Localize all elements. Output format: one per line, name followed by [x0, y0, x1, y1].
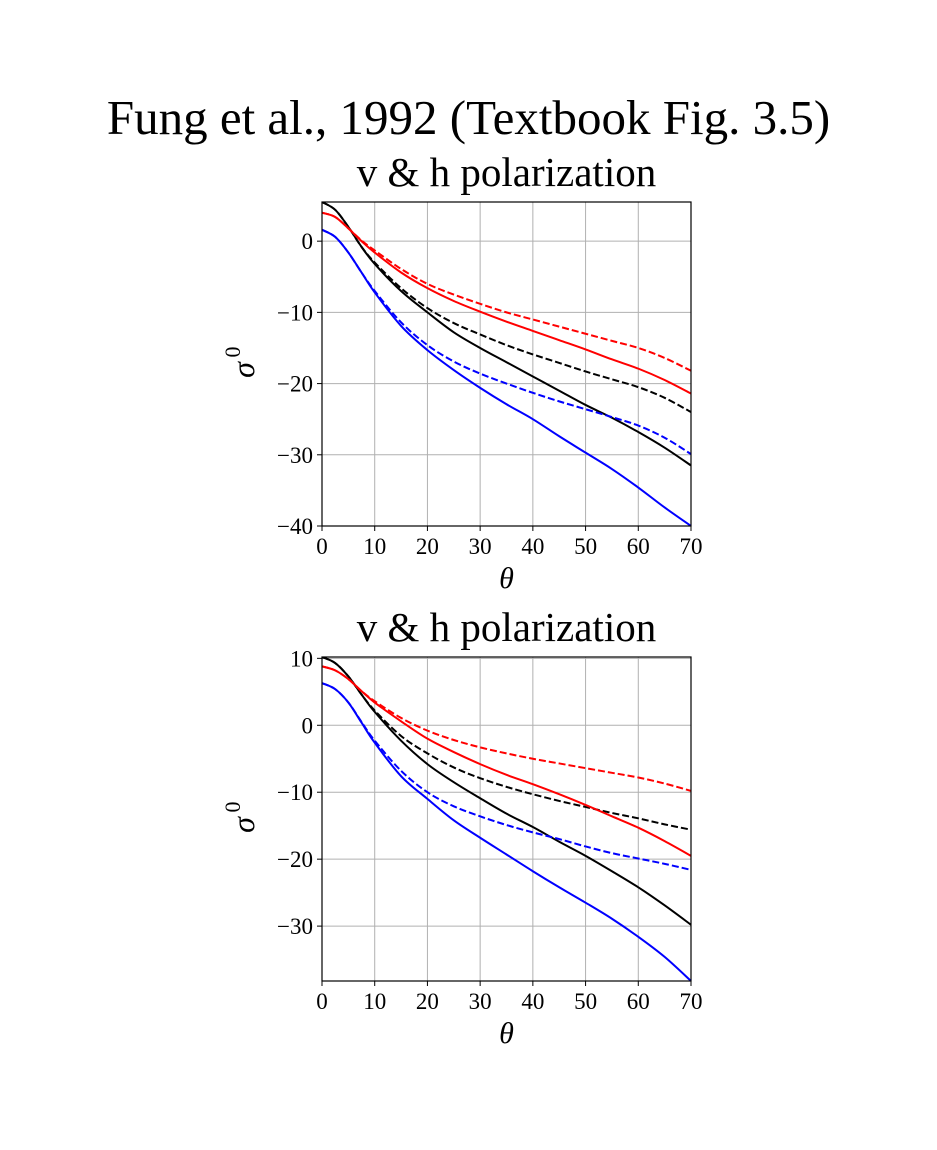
- y-axis-label-sigma: σ: [225, 816, 261, 833]
- y-axis-label-sigma: σ: [225, 361, 261, 378]
- x-tick-label: 60: [627, 534, 650, 559]
- x-tick-label: 40: [521, 989, 544, 1014]
- series-line-blue-dashed: [322, 682, 691, 871]
- axes-frame: [321, 656, 692, 982]
- y-tick-label: −20: [277, 372, 313, 397]
- x-tick-label: 0: [316, 989, 328, 1014]
- series-line-red-dashed: [322, 211, 691, 372]
- y-axis-label: σ0: [220, 347, 261, 378]
- y-tick-label: 0: [302, 229, 314, 254]
- x-tick-label: 20: [416, 989, 439, 1014]
- y-tick-label: −30: [277, 443, 313, 468]
- y-tick-label: 10: [290, 646, 313, 671]
- x-axis-label: θ: [499, 1017, 514, 1050]
- x-axis-label: θ: [499, 562, 514, 595]
- axes-frame: [321, 201, 692, 527]
- figure-title: Fung et al., 1992 (Textbook Fig. 3.5): [106, 90, 831, 145]
- series-line-black-dashed: [322, 202, 691, 413]
- x-tick-label: 0: [316, 534, 328, 559]
- y-axis-label-superscript: 0: [220, 802, 245, 813]
- gridlines: [321, 657, 692, 981]
- x-tick-label: 30: [469, 989, 492, 1014]
- x-tick-label: 70: [680, 534, 703, 559]
- chart-title: v & h polarization: [357, 149, 656, 195]
- y-tick-label: −20: [277, 847, 313, 872]
- chart-top: 0 10 20 30 40 50 60 70 0 −10 −20 −30 −40 v & h polari…: [220, 149, 703, 595]
- x-tick-label: 20: [416, 534, 439, 559]
- x-tick-label: 60: [627, 989, 650, 1014]
- x-tick-label: 50: [574, 534, 597, 559]
- x-tick-label: 30: [469, 534, 492, 559]
- x-tick-label: 50: [574, 989, 597, 1014]
- x-tick-label: 40: [521, 534, 544, 559]
- x-tick-label: 10: [363, 989, 386, 1014]
- y-tick-label: 0: [302, 713, 314, 738]
- y-tick-label: −10: [277, 780, 313, 805]
- chart-bottom: 0 10 20 30 40 50 60 70 10 0 −10 −20 −30 v & h polariz…: [220, 604, 703, 1050]
- y-axis-label-superscript: 0: [220, 347, 245, 358]
- x-tick-label: 70: [680, 989, 703, 1014]
- series-line-blue-dashed: [322, 228, 691, 455]
- x-tick-label: 10: [363, 534, 386, 559]
- chart-title: v & h polarization: [357, 604, 656, 650]
- y-tick-label: −40: [277, 514, 313, 539]
- y-tick-label: −30: [277, 914, 313, 939]
- y-tick-label: −10: [277, 300, 313, 325]
- series-line-black-solid: [322, 657, 691, 926]
- series-line-black-dashed: [322, 657, 691, 831]
- series-line-blue-solid: [322, 682, 691, 981]
- series-line-red-dashed: [322, 665, 691, 792]
- y-axis-label: σ0: [220, 802, 261, 833]
- series-line-red-solid: [322, 665, 691, 857]
